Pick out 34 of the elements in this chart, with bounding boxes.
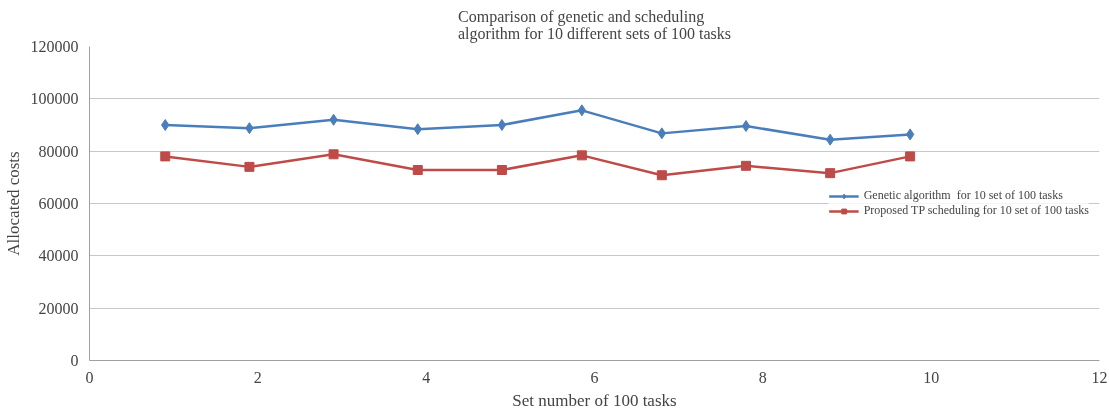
legend-label: Proposed TP scheduling for 10 set of 100 tasks xyxy=(863,203,1089,218)
y-tick-label: 120000 xyxy=(30,38,79,55)
chart-title: Comparison of genetic and scheduling algorithm for 10 different sets of 100 tasks xyxy=(458,7,731,43)
point xyxy=(497,119,507,131)
x-tick-label: 12 xyxy=(1091,368,1108,386)
point xyxy=(577,104,587,117)
point xyxy=(160,151,171,162)
point xyxy=(905,151,916,162)
y-tick-label: 60000 xyxy=(38,195,79,212)
y-axis-title: Allocated costs xyxy=(3,151,23,256)
point xyxy=(825,168,836,179)
x-tick-label: 6 xyxy=(590,368,599,386)
x-tick-label: 0 xyxy=(85,368,94,386)
point xyxy=(412,165,423,176)
x-tick-label: 8 xyxy=(758,368,767,386)
y-tick-label: 0 xyxy=(70,352,79,369)
point xyxy=(905,128,915,141)
y-tick-label: 100000 xyxy=(30,90,79,108)
point xyxy=(161,119,170,131)
x-axis-title: Set number of 100 tasks xyxy=(512,390,677,410)
y-tick-label: 40000 xyxy=(38,247,79,265)
point xyxy=(741,120,751,133)
x-tick-label: 4 xyxy=(422,368,431,386)
y-tick-label: 80000 xyxy=(38,142,79,160)
point xyxy=(741,160,751,171)
point xyxy=(244,161,255,172)
legend-label: Genetic algorithm for 10 set of 100 tasks xyxy=(863,188,1063,203)
point xyxy=(328,149,339,160)
x-tick-label: 2 xyxy=(253,368,262,386)
x-tick-label: 10 xyxy=(923,368,940,386)
point xyxy=(576,150,587,161)
point xyxy=(656,170,667,181)
y-tick-label: 20000 xyxy=(38,299,79,317)
point xyxy=(496,165,507,176)
